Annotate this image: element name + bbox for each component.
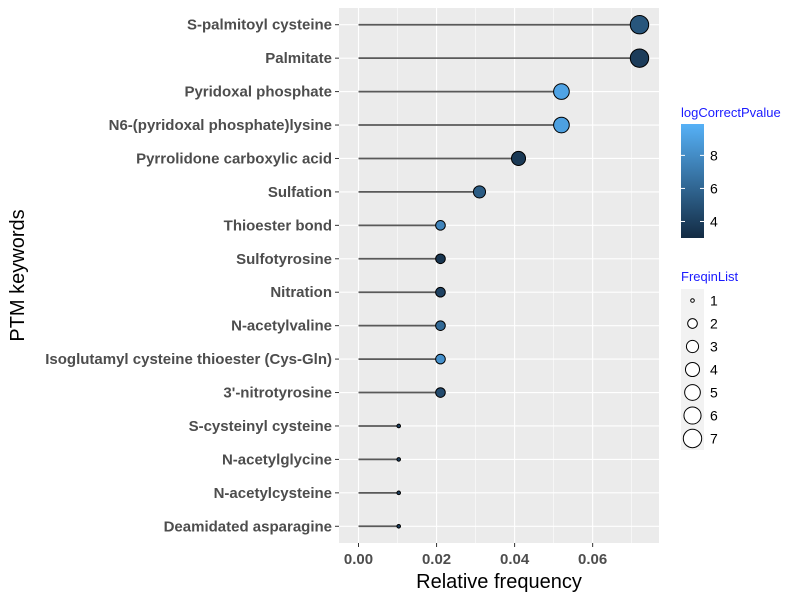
lollipop-point — [435, 387, 446, 398]
lollipop-point — [435, 353, 446, 365]
lollipop-point — [510, 150, 527, 167]
x-axis-ticks: 0.00 0.02 0.04 0.06 — [344, 543, 607, 568]
size-legend-key — [685, 339, 700, 354]
size-legend-items: 1 2 3 4 5 6 7 — [682, 293, 718, 449]
size-legend-key — [687, 318, 698, 329]
lollipop-point — [553, 116, 570, 134]
y-axis-ticks: S-palmitoyl cysteine Palmitate Pyridoxal p… — [45, 17, 339, 535]
y-tick-label: N-acetylvaline — [231, 318, 332, 335]
lollipop-point — [629, 15, 650, 35]
color-legend: logCorrectPvalue 4 6 8 — [681, 105, 781, 238]
y-tick-label: N-acetylcysteine — [214, 485, 332, 502]
colorbar-tick-label: 4 — [710, 213, 718, 229]
size-legend-key — [684, 361, 701, 378]
lollipop-points — [396, 15, 650, 529]
y-tick-label: Pyridoxal phosphate — [184, 84, 332, 101]
x-tick-label: 0.06 — [578, 551, 607, 568]
lollipop-point — [629, 48, 650, 68]
y-tick-label: 3'-nitrotyrosine — [223, 385, 332, 402]
colorbar-ticks: 4 6 8 — [681, 147, 718, 229]
colorbar-tick-label: 6 — [710, 180, 718, 196]
size-legend-label: 6 — [710, 408, 718, 424]
size-legend-label: 1 — [710, 293, 718, 309]
y-tick-label: Nitration — [270, 284, 332, 301]
lollipop-point — [435, 220, 446, 231]
lollipop-point — [396, 523, 402, 529]
y-tick-label: S-palmitoyl cysteine — [187, 17, 332, 34]
y-tick-label: N-acetylglycine — [222, 451, 332, 468]
lollipop-point — [435, 286, 446, 298]
size-legend: FreqinList 1 2 3 4 5 6 7 — [681, 269, 738, 450]
y-tick-label: N6-(pyridoxal phosphate)lysine — [109, 117, 332, 134]
size-legend-label: 2 — [710, 316, 718, 332]
size-legend-key — [682, 428, 703, 449]
x-tick-label: 0.04 — [500, 551, 530, 568]
y-tick-label: Sulfation — [268, 184, 332, 201]
y-tick-label: Pyrrolidone carboxylic acid — [136, 150, 332, 167]
lollipop-point — [396, 490, 402, 496]
color-legend-title: logCorrectPvalue — [681, 105, 781, 120]
size-legend-label: 5 — [710, 385, 718, 401]
colorbar-tick-label: 8 — [710, 147, 718, 163]
size-legend-key — [684, 384, 701, 401]
lollipop-point — [435, 320, 446, 331]
y-axis-title: PTM keywords — [7, 209, 29, 341]
lollipop-segments — [358, 23, 640, 528]
x-tick-label: 0.00 — [344, 551, 373, 568]
size-legend-key — [690, 298, 695, 303]
lollipop-point — [472, 185, 487, 199]
y-tick-label: Isoglutamyl cysteine thioester (Cys-Gln) — [45, 351, 332, 368]
colorbar — [681, 124, 704, 238]
x-axis-title: Relative frequency — [416, 571, 582, 593]
y-tick-label: Sulfotyrosine — [236, 251, 332, 268]
size-legend-title: FreqinList — [681, 269, 738, 284]
size-legend-label: 3 — [710, 339, 718, 355]
lollipop-point — [435, 253, 446, 265]
lollipop-point — [396, 457, 402, 462]
size-legend-label: 7 — [710, 431, 718, 447]
size-legend-label: 4 — [710, 362, 718, 378]
y-tick-label: Deamidated asparagine — [164, 518, 332, 535]
size-legend-key — [683, 406, 702, 425]
lollipop-point — [553, 83, 570, 100]
y-tick-label: Thioester bond — [224, 217, 332, 234]
plot-panel — [339, 8, 659, 543]
y-tick-label: Palmitate — [265, 50, 332, 67]
x-tick-label: 0.02 — [422, 551, 451, 568]
lollipop-point — [396, 423, 402, 429]
y-tick-label: S-cysteinyl cysteine — [189, 418, 332, 435]
